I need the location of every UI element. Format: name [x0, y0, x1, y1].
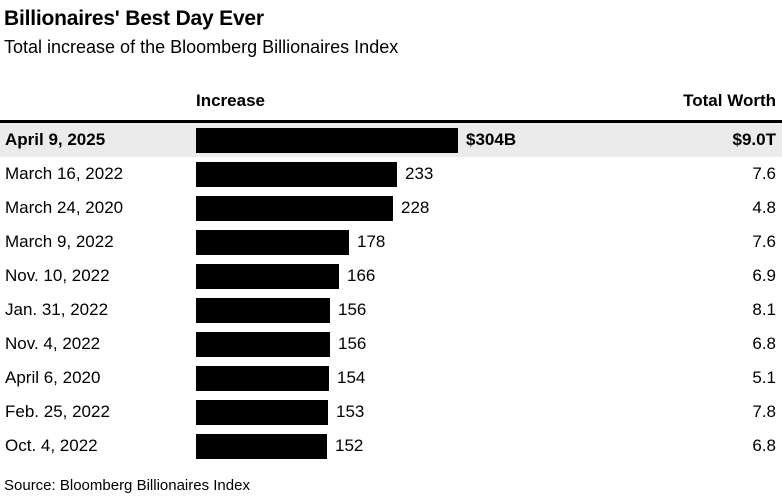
- increase-bar: [196, 331, 330, 357]
- row-bar-cell: 153: [196, 395, 692, 429]
- row-date-label: March 16, 2022: [5, 164, 124, 183]
- row-date-label: April 9, 2025: [5, 130, 106, 149]
- table-row: March 16, 2022 233 7.6: [0, 157, 782, 191]
- table-row: Jan. 31, 2022 156 8.1: [0, 293, 782, 327]
- increase-bar: [196, 433, 327, 459]
- total-worth-value: 7.8: [752, 402, 776, 421]
- row-bar-cell: 228: [196, 191, 692, 225]
- page-subtitle: Total increase of the Bloomberg Billiona…: [4, 37, 399, 57]
- table-row: Oct. 4, 2022 152 6.8: [0, 429, 782, 463]
- row-date-label: Nov. 10, 2022: [5, 266, 110, 285]
- increase-value-label: 154: [337, 368, 366, 387]
- row-bar-cell: 166: [196, 259, 692, 293]
- increase-value-label: 156: [338, 334, 367, 353]
- increase-bar: [196, 263, 339, 289]
- increase-value-label: 228: [401, 198, 430, 217]
- row-bar-cell: 152: [196, 429, 692, 463]
- total-worth-value: 7.6: [752, 232, 776, 251]
- increase-value-label: 166: [347, 266, 376, 285]
- increase-bar: [196, 399, 328, 425]
- page-title: Billionaires' Best Day Ever: [4, 7, 264, 30]
- row-date-label: Jan. 31, 2022: [5, 300, 109, 319]
- increase-value-label: $304B: [466, 130, 517, 149]
- table-row: March 24, 2020 228 4.8: [0, 191, 782, 225]
- total-worth-value: 4.8: [752, 198, 776, 217]
- total-worth-value: 6.8: [752, 436, 776, 455]
- bar-chart-rows: April 9, 2025 $304B $9.0T March 16, 2022 233…: [0, 123, 782, 463]
- increase-bar: [196, 127, 458, 153]
- increase-bar: [196, 229, 349, 255]
- increase-bar: [196, 161, 397, 187]
- row-bar-cell: 156: [196, 293, 692, 327]
- source-attribution: Source: Bloomberg Billionaires Index: [4, 477, 250, 494]
- row-date-label: March 24, 2020: [5, 198, 124, 217]
- increase-value-label: 152: [335, 436, 364, 455]
- row-date-label: April 6, 2020: [5, 368, 101, 387]
- total-worth-value: 8.1: [752, 300, 776, 319]
- table-row: Nov. 10, 2022 166 6.9: [0, 259, 782, 293]
- row-date-label: Feb. 25, 2022: [5, 402, 110, 421]
- total-worth-value: 7.6: [752, 164, 776, 183]
- total-worth-value: 6.9: [752, 266, 776, 285]
- column-header-increase: Increase: [196, 91, 265, 110]
- total-worth-value: 5.1: [752, 368, 776, 387]
- row-bar-cell: 154: [196, 361, 692, 395]
- total-worth-value: $9.0T: [732, 130, 776, 149]
- row-bar-cell: 156: [196, 327, 692, 361]
- table-row: Feb. 25, 2022 153 7.8: [0, 395, 782, 429]
- header-divider-rule: [0, 120, 782, 123]
- row-date-label: Oct. 4, 2022: [5, 436, 98, 455]
- increase-value-label: 153: [336, 402, 365, 421]
- increase-value-label: 178: [357, 232, 386, 251]
- row-date-label: Nov. 4, 2022: [5, 334, 101, 353]
- increase-value-label: 233: [405, 164, 434, 183]
- column-headers: Increase Total Worth: [0, 91, 782, 120]
- increase-bar: [196, 195, 393, 221]
- table-row: April 6, 2020 154 5.1: [0, 361, 782, 395]
- row-bar-cell: $304B: [196, 123, 692, 157]
- increase-value-label: 156: [338, 300, 367, 319]
- row-bar-cell: 178: [196, 225, 692, 259]
- column-header-total-worth: Total Worth: [683, 91, 776, 110]
- row-date-label: March 9, 2022: [5, 232, 114, 251]
- total-worth-value: 6.8: [752, 334, 776, 353]
- table-row: April 9, 2025 $304B $9.0T: [0, 123, 782, 157]
- table-row: March 9, 2022 178 7.6: [0, 225, 782, 259]
- increase-bar: [196, 365, 329, 391]
- table-row: Nov. 4, 2022 156 6.8: [0, 327, 782, 361]
- increase-bar: [196, 297, 330, 323]
- row-bar-cell: 233: [196, 157, 692, 191]
